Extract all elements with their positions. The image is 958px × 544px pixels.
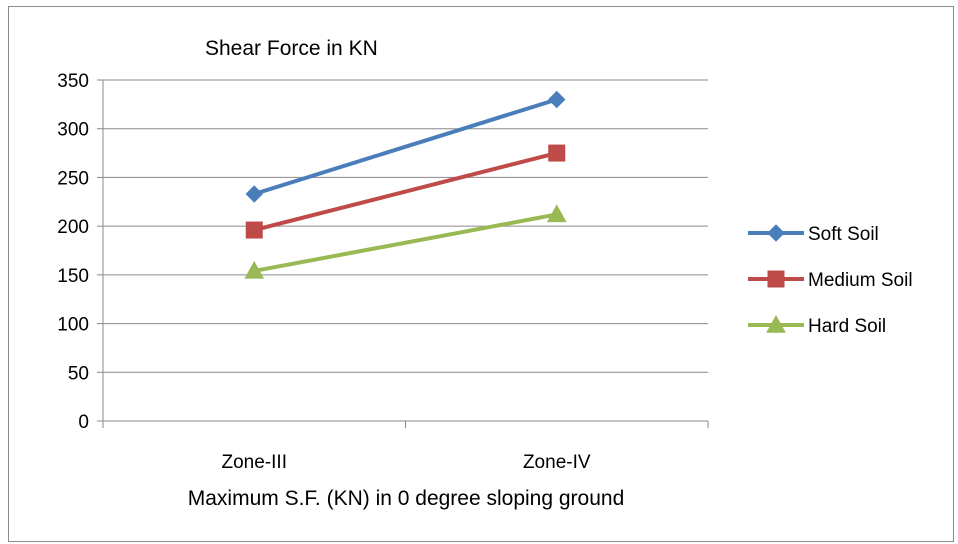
- y-tick-label: 250: [57, 168, 89, 189]
- y-tick-label: 100: [57, 315, 89, 336]
- data-point: [245, 185, 263, 203]
- series-line: [253, 151, 558, 232]
- series-line: [253, 212, 558, 273]
- legend-label: Hard Soil: [808, 316, 886, 337]
- y-tick-label: 350: [57, 71, 89, 92]
- y-tick-label: 200: [57, 217, 89, 238]
- x-tick-label: Zone-III: [222, 452, 287, 473]
- axes: 0 50 100 150 200 250 300 350 Zone-III Zone-IV: [57, 71, 709, 473]
- data-point: [245, 221, 263, 239]
- y-tick-label: 50: [68, 363, 89, 384]
- chart-frame: [8, 6, 954, 542]
- legend-label: Soft Soil: [808, 224, 879, 245]
- gridlines: [103, 79, 708, 373]
- legend-marker: [766, 314, 786, 333]
- legend-label: Medium Soil: [808, 270, 913, 291]
- chart-title: Shear Force in KN: [205, 37, 378, 60]
- series-line: [253, 97, 558, 196]
- legend: Soft Soil Medium Soil Hard Soil: [748, 224, 913, 337]
- legend-marker: [767, 224, 785, 242]
- data-point: [244, 260, 265, 279]
- x-axis-title: Maximum S.F. (KN) in 0 degree sloping gr…: [188, 487, 625, 510]
- series-lines: [253, 97, 558, 273]
- y-tick-label: 300: [57, 120, 89, 141]
- series-markers: [244, 90, 567, 279]
- y-tick-label: 0: [78, 412, 89, 433]
- x-tick-label: Zone-IV: [523, 452, 591, 473]
- y-tick-label: 150: [57, 266, 89, 287]
- data-point: [548, 144, 566, 162]
- data-point: [546, 204, 567, 223]
- data-point: [548, 90, 566, 109]
- legend-marker: [767, 270, 785, 288]
